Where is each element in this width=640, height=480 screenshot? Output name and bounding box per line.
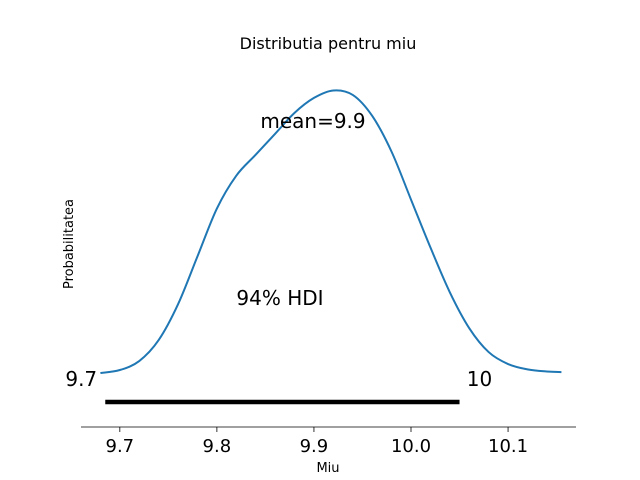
hdi-low-label: 9.7: [65, 367, 97, 391]
x-axis-label: Miu: [316, 461, 339, 476]
density-line: [100, 89, 562, 374]
mean-annotation: mean=9.9: [260, 109, 365, 133]
x-tick-label: 9.9: [300, 436, 329, 457]
x-tick-label: 9.8: [203, 436, 232, 457]
x-tick-label: 9.7: [106, 436, 135, 457]
x-ticks: 9.7 9.8 9.9 10.0 10.1: [106, 427, 528, 457]
series-group: [100, 89, 562, 374]
chart-title: Distributia pentru miu: [240, 34, 417, 53]
y-axis-label: Probabilitatea: [62, 199, 77, 289]
x-tick-label: 10.1: [488, 436, 528, 457]
x-tick-label: 10.0: [391, 436, 431, 457]
hdi-high-label: 10: [467, 367, 492, 391]
hdi-label: 94% HDI: [236, 286, 323, 310]
